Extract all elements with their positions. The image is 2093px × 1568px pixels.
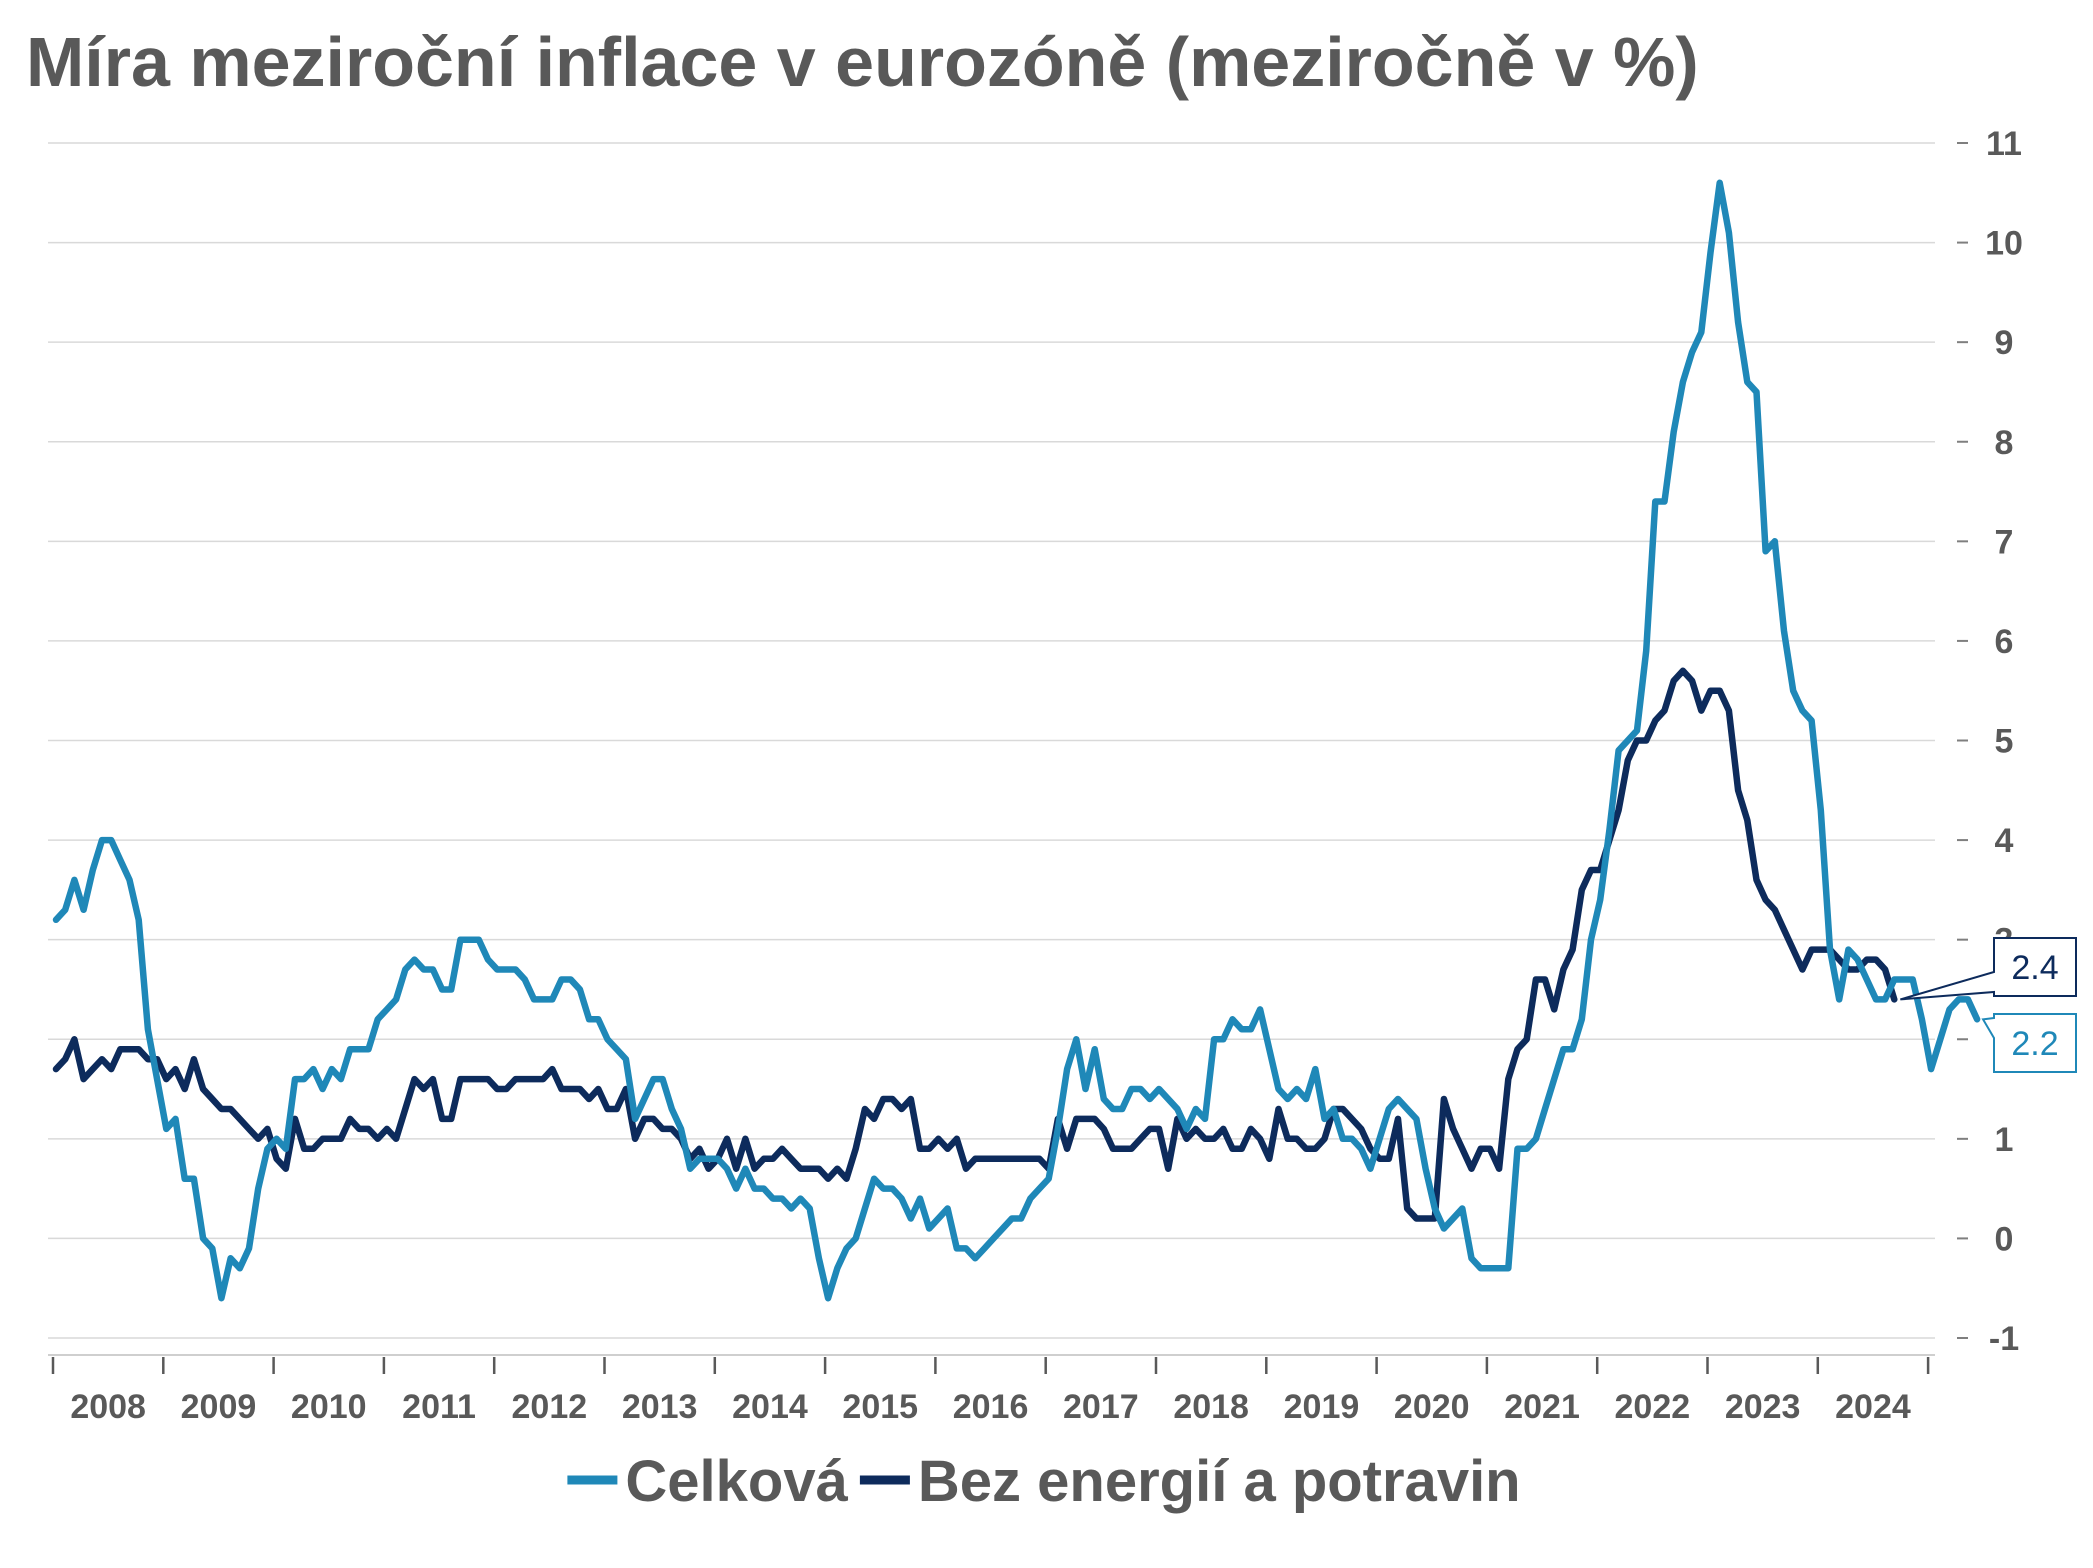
x-tick-label: 2011 (402, 1388, 476, 1426)
x-tick-label: 2013 (622, 1388, 698, 1426)
y-tick-label: 9 (1995, 324, 2014, 362)
chart-title: Míra meziroční inflace v eurozóně (mezir… (26, 23, 1699, 101)
x-tick-label: 2015 (842, 1388, 918, 1426)
x-axis: 2008 2009 2010 2011 2012 2013 2014 2015 2016 2017… (48, 1354, 1935, 1426)
callout-label: 2.2 (2011, 1025, 2058, 1063)
callout-box (1981, 1013, 2077, 1073)
x-tick-label: 2018 (1173, 1388, 1249, 1426)
legend: Celková Bez energií a potravin (567, 1449, 1521, 1514)
y-tick-label: -1 (1989, 1320, 2019, 1358)
x-tick-label: 2016 (953, 1388, 1029, 1426)
x-tick-label: 2008 (70, 1388, 146, 1426)
legend-item-0: Celková (567, 1449, 849, 1514)
x-tick-label: 2010 (291, 1388, 367, 1426)
x-tick-label: 2009 (181, 1388, 257, 1426)
x-tick-label: 2020 (1394, 1388, 1470, 1426)
callout-1: 2.4 (1900, 937, 2077, 1001)
y-tick-label: 11 (1986, 125, 2022, 163)
y-tick-label: 5 (1995, 723, 2014, 761)
end-value-callouts: 2.2 2.4 (1900, 937, 2077, 1073)
y-tick-label: 1 (1995, 1121, 2014, 1159)
legend-item-1: Bez energií a potravin (859, 1449, 1521, 1514)
x-tick-label: 2022 (1615, 1388, 1691, 1426)
y-tick-label: 0 (1995, 1220, 2014, 1258)
series-line-1 (52, 667, 1898, 1222)
y-tick-label: 4 (1995, 822, 2014, 860)
x-tick-label: 2014 (732, 1388, 808, 1426)
legend-label: Celková (625, 1449, 848, 1514)
y-tick-label: 8 (1995, 424, 2014, 462)
x-tick-label: 2023 (1725, 1388, 1801, 1426)
callout-0: 2.2 (1981, 1013, 2077, 1073)
x-tick-label: 2012 (512, 1388, 588, 1426)
x-tick-label: 2017 (1063, 1388, 1139, 1426)
callout-box (1900, 937, 2077, 1001)
x-tick-label: 2024 (1835, 1388, 1911, 1426)
y-tick-label: 10 (1985, 225, 2023, 263)
y-tick-label: 6 (1995, 623, 2014, 661)
x-tick-label: 2021 (1504, 1388, 1580, 1426)
y-tick-label: 7 (1995, 523, 2014, 561)
series-line-0 (52, 179, 1981, 1302)
legend-label: Bez energií a potravin (918, 1449, 1521, 1514)
y-axis: -101234567891011 (1957, 125, 2023, 1358)
series-lines (52, 179, 1981, 1302)
x-tick-label: 2019 (1284, 1388, 1360, 1426)
callout-label: 2.4 (2011, 949, 2058, 987)
